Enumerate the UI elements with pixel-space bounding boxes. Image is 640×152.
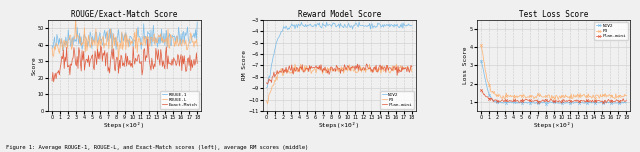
- Title: Test Loss Score: Test Loss Score: [519, 10, 588, 19]
- Text: Figure 1: Average ROUGE-1, ROUGE-L, and Exact-Match scores (left), average RM sc: Figure 1: Average ROUGE-1, ROUGE-L, and …: [6, 145, 308, 150]
- Title: ROUGE/Exact-Match Score: ROUGE/Exact-Match Score: [72, 10, 178, 19]
- Legend: ROUGE-1, ROUGE-L, Exact-Match: ROUGE-1, ROUGE-L, Exact-Match: [160, 91, 199, 109]
- Legend: NIV2, P3, Flan-mini: NIV2, P3, Flan-mini: [595, 22, 628, 40]
- Y-axis label: Loss Score: Loss Score: [463, 47, 468, 84]
- X-axis label: Steps(×10²): Steps(×10²): [104, 121, 145, 128]
- Y-axis label: Score: Score: [31, 56, 36, 75]
- Legend: NIV2, P3, Flan-mini: NIV2, P3, Flan-mini: [380, 91, 413, 109]
- X-axis label: Steps(×10²): Steps(×10²): [533, 121, 574, 128]
- Y-axis label: RM Score: RM Score: [242, 50, 246, 80]
- Title: Reward Model Score: Reward Model Score: [298, 10, 381, 19]
- X-axis label: Steps(×10²): Steps(×10²): [319, 121, 360, 128]
